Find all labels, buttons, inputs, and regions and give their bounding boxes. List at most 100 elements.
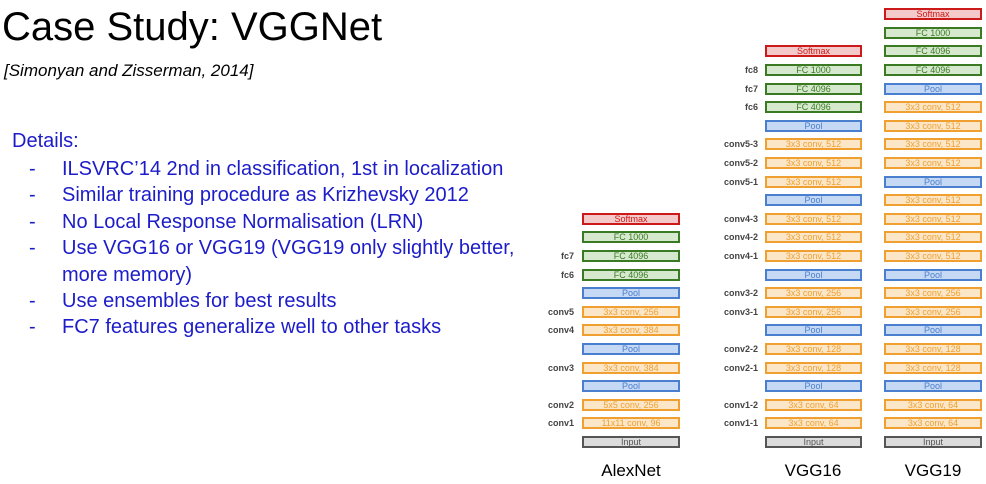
list-item: - Use ensembles for best results	[29, 288, 532, 314]
layer-block-fc: FC 4096	[582, 269, 680, 281]
network-name: VGG16	[784, 461, 842, 480]
layer-block-conv: 3x3 conv, 256	[884, 287, 982, 299]
layer-block-softmax: Softmax	[884, 8, 982, 20]
layer-label: fc8	[744, 65, 758, 75]
layer-block-conv: 3x3 conv, 512	[884, 157, 982, 169]
layer-block-fc: FC 1000	[582, 231, 680, 243]
bullet-text: No Local Response Normalisation (LRN)	[62, 210, 424, 233]
bullet-dash: -	[29, 237, 36, 260]
layer-block-conv: 3x3 conv, 512	[884, 101, 982, 113]
layer-block-conv: 11x11 conv, 96	[582, 417, 680, 429]
layer-block-fc: FC 1000	[884, 27, 982, 39]
layer-block-conv: 3x3 conv, 64	[765, 399, 862, 411]
list-item: - Use VGG16 or VGG19 (VGG19 only slightly…	[29, 235, 532, 288]
slide-title: Case Study: VGGNet	[2, 5, 383, 49]
bullet-dash: -	[29, 158, 36, 180]
layer-label: conv5	[547, 307, 574, 317]
layer-block-conv: 3x3 conv, 512	[884, 194, 982, 206]
layer-label: conv1	[547, 418, 574, 428]
layer-label: conv5-1	[723, 177, 758, 187]
layer-block-conv: 3x3 conv, 512	[765, 157, 862, 169]
details-heading: Details:	[12, 130, 79, 152]
bullet-dash: -	[29, 290, 36, 313]
network-name: VGG19	[904, 461, 962, 480]
bullet-text: ILSVRC’14 2nd in classification, 1st in …	[62, 158, 504, 180]
layer-block-pool: Pool	[765, 380, 862, 392]
layer-block-pool: Pool	[884, 176, 982, 188]
layer-block-conv: 3x3 conv, 512	[765, 138, 862, 150]
layer-block-pool: Pool	[765, 324, 862, 336]
layer-block-conv: 3x3 conv, 128	[765, 362, 862, 374]
layer-block-conv: 3x3 conv, 512	[765, 250, 862, 262]
bullet-dash: -	[29, 316, 36, 339]
layer-label: conv4-2	[723, 232, 758, 242]
layer-block-conv: 3x3 conv, 512	[884, 138, 982, 150]
layer-block-conv: 3x3 conv, 512	[884, 250, 982, 262]
layer-block-fc: FC 4096	[765, 83, 862, 95]
layer-block-pool: Pool	[765, 269, 862, 281]
bullet-text: Use ensembles for best results	[62, 290, 337, 313]
layer-block-pool: Pool	[884, 83, 982, 95]
layer-block-conv: 3x3 conv, 128	[884, 362, 982, 374]
layer-label: conv3	[547, 363, 574, 373]
bullet-text: FC7 features generalize well to other ta…	[62, 316, 442, 339]
list-item: - Similar training procedure as Krizhevsk…	[29, 182, 532, 208]
layer-block-conv: 3x3 conv, 64	[884, 417, 982, 429]
layer-block-conv: 3x3 conv, 512	[884, 120, 982, 132]
layer-block-conv: 3x3 conv, 512	[765, 231, 862, 243]
list-item: - ILSVRC’14 2nd in classification, 1st in…	[29, 156, 532, 182]
layer-block-conv: 5x5 conv, 256	[582, 399, 680, 411]
bullet-dash: -	[29, 210, 36, 233]
list-item: - FC7 features generalize well to other t…	[29, 314, 532, 340]
layer-block-conv: 3x3 conv, 256	[765, 287, 862, 299]
layer-block-softmax: Softmax	[765, 45, 862, 57]
layer-block-conv: 3x3 conv, 64	[884, 399, 982, 411]
layer-block-pool: Pool	[884, 380, 982, 392]
layer-block-conv: 3x3 conv, 64	[765, 417, 862, 429]
list-item: - No Local Response Normalisation (LRN)	[29, 209, 532, 235]
layer-label: conv2-1	[723, 363, 758, 373]
layer-block-conv: 3x3 conv, 384	[582, 362, 680, 374]
layer-block-softmax: Softmax	[582, 213, 680, 225]
layer-block-pool: Pool	[582, 287, 680, 299]
layer-block-pool: Pool	[582, 380, 680, 392]
layer-label: conv5-3	[723, 139, 758, 149]
layer-block-input: Input	[582, 436, 680, 448]
layer-block-pool: Pool	[765, 120, 862, 132]
layer-block-pool: Pool	[582, 343, 680, 355]
layer-label: conv4	[547, 325, 574, 335]
bullet-text: Similar training procedure as Krizhevsky…	[62, 184, 469, 207]
layer-block-pool: Pool	[765, 194, 862, 206]
layer-label: fc6	[560, 270, 574, 280]
layer-label: conv1-1	[723, 418, 758, 428]
layer-label: conv4-3	[723, 214, 758, 224]
layer-label: conv4-1	[723, 251, 758, 261]
layer-label: fc7	[560, 251, 574, 261]
layer-label: fc7	[744, 84, 758, 94]
layer-label: conv1-2	[723, 400, 758, 410]
layer-block-conv: 3x3 conv, 128	[765, 343, 862, 355]
layer-block-pool: Pool	[884, 324, 982, 336]
layer-block-conv: 3x3 conv, 128	[884, 343, 982, 355]
layer-block-fc: FC 4096	[582, 250, 680, 262]
layer-block-fc: FC 1000	[765, 64, 862, 76]
details-list: - ILSVRC’14 2nd in classification, 1st in…	[29, 156, 532, 341]
layer-block-conv: 3x3 conv, 256	[582, 306, 680, 318]
layer-block-input: Input	[765, 436, 862, 448]
layer-block-fc: FC 4096	[884, 45, 982, 57]
network-name: AlexNet	[601, 461, 661, 480]
layer-block-pool: Pool	[884, 269, 982, 281]
layer-label: conv2-2	[723, 344, 758, 354]
layer-label: conv3-1	[723, 307, 758, 317]
layer-block-conv: 3x3 conv, 512	[884, 213, 982, 225]
layer-block-fc: FC 4096	[884, 64, 982, 76]
citation: [Simonyan and Zisserman, 2014]	[4, 61, 254, 80]
layer-label: conv2	[547, 400, 574, 410]
layer-block-conv: 3x3 conv, 512	[765, 176, 862, 188]
layer-block-conv: 3x3 conv, 512	[884, 231, 982, 243]
layer-label: conv3-2	[723, 288, 758, 298]
bullet-text: Use VGG16 or VGG19 (VGG19 only slightly …	[62, 237, 515, 286]
bullet-dash: -	[29, 184, 36, 207]
layer-block-conv: 3x3 conv, 256	[884, 306, 982, 318]
layer-block-conv: 3x3 conv, 512	[765, 213, 862, 225]
